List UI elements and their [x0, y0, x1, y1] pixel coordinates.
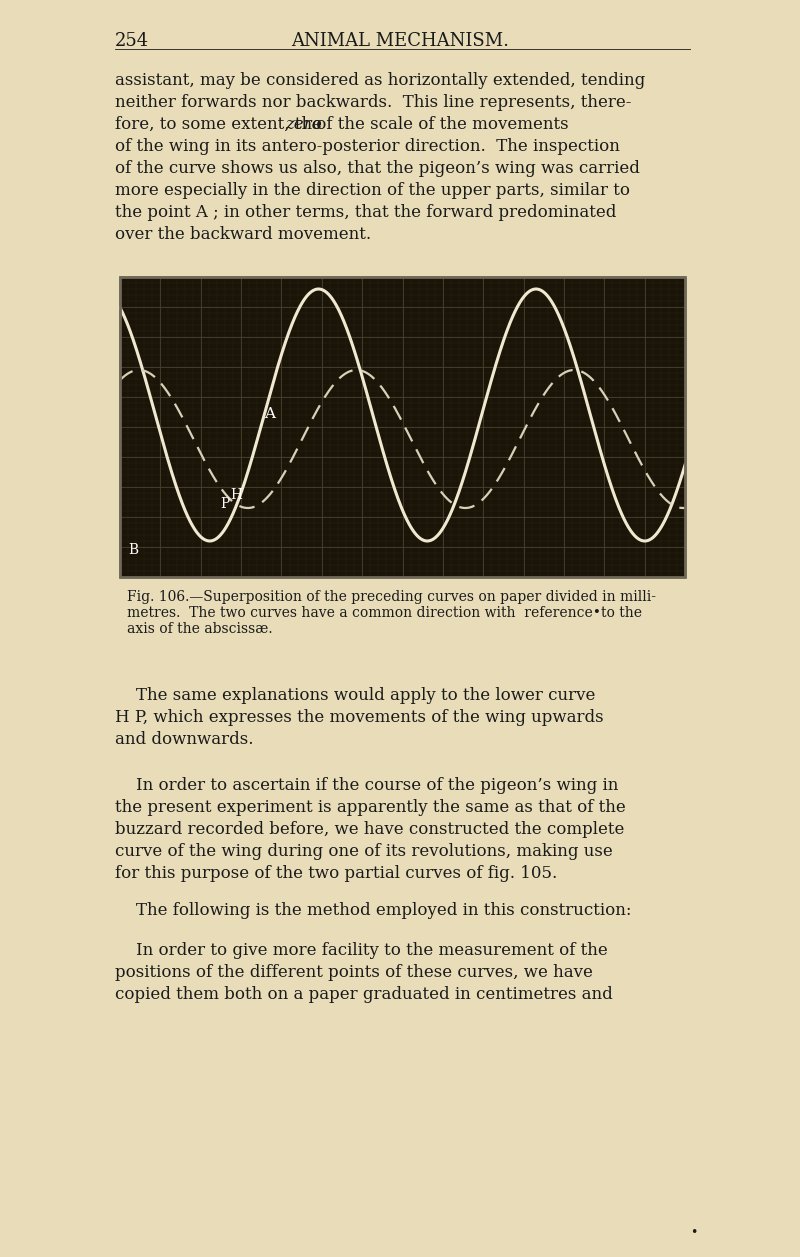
Text: of the curve shows us also, that the pigeon’s wing was carried: of the curve shows us also, that the pig…: [115, 160, 640, 177]
Text: H: H: [230, 488, 242, 502]
Text: the present experiment is apparently the same as that of the: the present experiment is apparently the…: [115, 799, 626, 816]
Text: ANIMAL MECHANISM.: ANIMAL MECHANISM.: [291, 31, 509, 50]
Text: axis of the abscissæ.: axis of the abscissæ.: [127, 622, 273, 636]
Text: over the backward movement.: over the backward movement.: [115, 226, 371, 243]
Text: positions of the different points of these curves, we have: positions of the different points of the…: [115, 964, 593, 980]
Text: more especially in the direction of the upper parts, similar to: more especially in the direction of the …: [115, 182, 630, 199]
Text: metres.  The two curves have a common direction with  reference•to the: metres. The two curves have a common dir…: [127, 606, 642, 620]
Text: zero: zero: [286, 116, 322, 133]
Text: of the wing in its antero-posterior direction.  The inspection: of the wing in its antero-posterior dire…: [115, 138, 620, 155]
Text: of the scale of the movements: of the scale of the movements: [311, 116, 569, 133]
Text: 254: 254: [115, 31, 149, 50]
Text: neither forwards nor backwards.  This line represents, there-: neither forwards nor backwards. This lin…: [115, 94, 631, 111]
Text: fore, to some extent, the: fore, to some extent, the: [115, 116, 327, 133]
Text: H P, which expresses the movements of the wing upwards: H P, which expresses the movements of th…: [115, 709, 604, 727]
Text: In order to ascertain if the course of the pigeon’s wing in: In order to ascertain if the course of t…: [115, 777, 618, 794]
Text: Fig. 106.—Superposition of the preceding curves on paper divided in milli-: Fig. 106.—Superposition of the preceding…: [127, 590, 656, 605]
Bar: [120, 277, 685, 577]
Text: B: B: [128, 543, 138, 557]
Text: copied them both on a paper graduated in centimetres and: copied them both on a paper graduated in…: [115, 985, 613, 1003]
Text: The same explanations would apply to the lower curve: The same explanations would apply to the…: [115, 688, 595, 704]
Text: In order to give more facility to the measurement of the: In order to give more facility to the me…: [115, 941, 608, 959]
Text: A: A: [264, 407, 275, 421]
Text: the point A ; in other terms, that the forward predominated: the point A ; in other terms, that the f…: [115, 204, 616, 221]
Text: •: •: [690, 1226, 698, 1239]
Text: and downwards.: and downwards.: [115, 732, 254, 748]
Bar: [120, 277, 685, 577]
Text: for this purpose of the two partial curves of fig. 105.: for this purpose of the two partial curv…: [115, 865, 558, 882]
Text: P: P: [221, 497, 230, 510]
Text: curve of the wing during one of its revolutions, making use: curve of the wing during one of its revo…: [115, 843, 613, 860]
Text: The following is the method employed in this construction:: The following is the method employed in …: [115, 903, 631, 919]
Text: assistant, may be considered as horizontally extended, tending: assistant, may be considered as horizont…: [115, 72, 646, 89]
Text: buzzard recorded before, we have constructed the complete: buzzard recorded before, we have constru…: [115, 821, 624, 838]
